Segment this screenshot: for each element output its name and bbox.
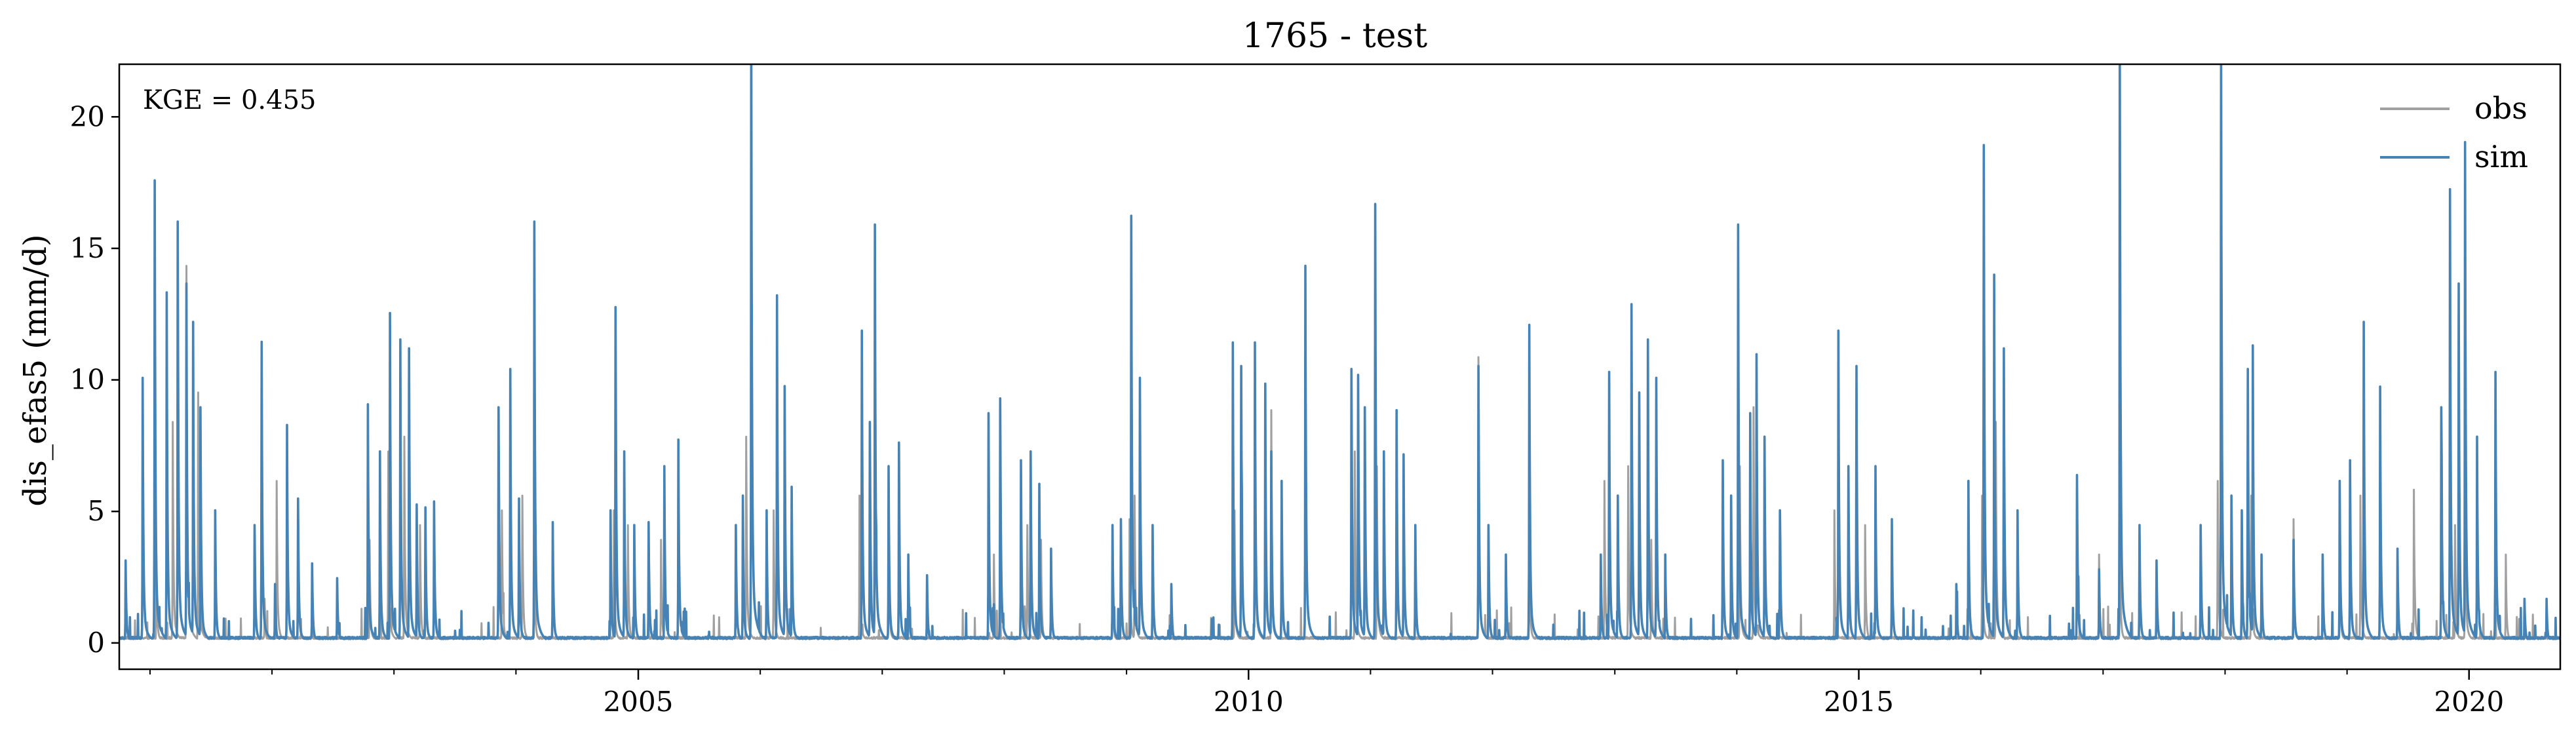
y-tick-label: 5 [87,495,105,527]
x-tick-label: 2010 [1214,686,1284,718]
series-layer [119,64,2560,640]
y-tick-label: 15 [70,232,105,264]
x-axis: 2005 2010 2015 2020 [149,669,2504,718]
x-tick-label: 2005 [604,686,674,718]
y-tick-label: 10 [70,364,105,396]
y-tick-label: 0 [87,627,105,659]
chart-title: 1765 - test [1242,16,1427,56]
series-line-obs [119,265,2560,640]
legend: obs sim [2380,90,2528,174]
x-tick-label: 2020 [2434,686,2504,718]
kge-annotation: KGE = 0.455 [143,85,317,115]
series-line-sim [119,64,2560,640]
legend-label-obs: obs [2474,90,2528,126]
y-axis: 0 5 10 15 20 [70,100,119,659]
plot-frame [118,63,2562,671]
y-tick-label: 20 [70,100,105,132]
y-axis-label: dis_efas5 (mm/d) [17,234,54,506]
x-tick-label: 2015 [1824,686,1894,718]
legend-label-sim: sim [2474,139,2528,174]
